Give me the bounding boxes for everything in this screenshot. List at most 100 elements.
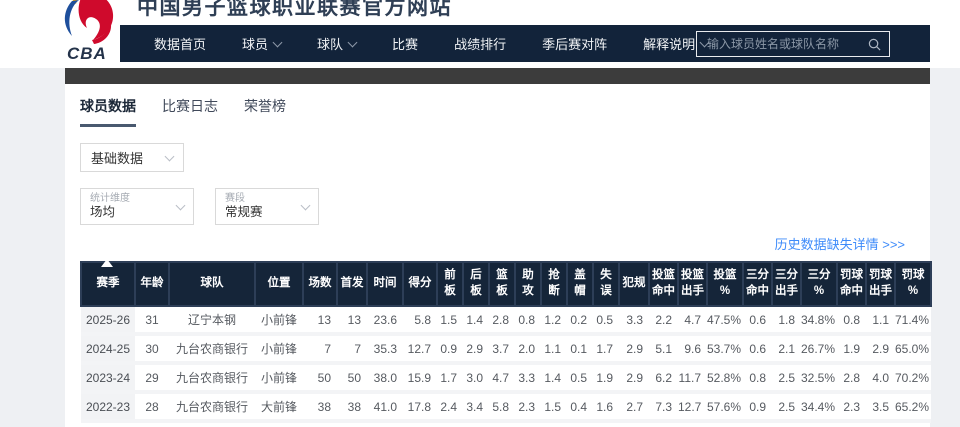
nav-item-glossary[interactable]: 解释说明: [643, 34, 710, 53]
table-cell: 0.5: [567, 363, 593, 394]
table-cell: 3.4: [463, 392, 489, 423]
table-cell: 2.9: [866, 334, 895, 365]
column-header: 年龄: [134, 261, 170, 307]
data-type-value: 基础数据: [91, 151, 144, 166]
table-cell: 辽宁本钢: [169, 306, 255, 336]
table-row: 2023-24 29 九台农商银行 小前锋 50 50 38.0 15.9 1.7 3.0 4.7 3…: [81, 363, 931, 394]
table-cell: 34.4%: [801, 392, 837, 423]
search-icon[interactable]: [868, 38, 881, 51]
table-cell: 小前锋: [255, 334, 303, 365]
column-header: 赛季: [80, 261, 136, 307]
column-header: 球队: [168, 261, 256, 307]
column-header: 失误: [592, 261, 620, 307]
table-cell: 2022-23: [81, 392, 135, 423]
column-header: 篮板: [488, 261, 516, 307]
table-row: 2024-25 30 九台农商银行 小前锋 7 7 35.3 12.7 0.9 2.9 3.7 2.0…: [81, 334, 931, 365]
table-cell: 5.1: [649, 334, 678, 365]
table-cell: 3.3: [619, 306, 649, 336]
table-cell: 2.0: [515, 334, 541, 365]
nav-item-label: 球队: [317, 37, 344, 52]
table-row: 2022-23 28 九台农商银行 大前锋 38 38 41.0 17.8 2.4 3.4 5.8 2…: [81, 392, 931, 423]
stage-value: 常规赛: [225, 205, 263, 219]
table-cell: 0.2: [567, 306, 593, 336]
stat-dimension-select[interactable]: 统计维度 场均: [80, 188, 194, 225]
nav-item-teams[interactable]: 球队: [317, 34, 358, 53]
table-cell: 1.4: [463, 306, 489, 336]
table-cell: 1.2: [541, 306, 567, 336]
nav-item-data-home[interactable]: 数据首页: [154, 34, 206, 53]
tab-game-log[interactable]: 比赛日志: [162, 98, 218, 114]
table-cell: 1.1: [541, 334, 567, 365]
table-cell: 30: [135, 334, 169, 365]
table-cell: 2.1: [772, 334, 801, 365]
nav-item-playoff-bracket[interactable]: 季后赛对阵: [542, 34, 607, 53]
history-missing-link[interactable]: 历史数据缺失详情 >>>: [774, 237, 905, 252]
table-cell: 0.6: [743, 306, 772, 336]
table-cell: 38: [303, 392, 337, 423]
column-header: 三分 命中: [742, 261, 773, 307]
table-cell: 九台农商银行: [169, 392, 255, 423]
nav-item-standings[interactable]: 战绩排行: [454, 34, 506, 53]
table-cell: 2.7: [619, 392, 649, 423]
table-cell: 2.9: [463, 334, 489, 365]
column-header: 投篮 命中: [648, 261, 679, 307]
tab-player-data[interactable]: 球员数据: [80, 96, 136, 127]
table-cell: 17.8: [403, 392, 437, 423]
table-row: 2025-26 31 辽宁本钢 小前锋 13 13 23.6 5.8 1.5 1.4 2.8 0.8 1…: [81, 306, 931, 336]
table-cell: 小前锋: [255, 306, 303, 336]
table-cell: 九台农商银行: [169, 363, 255, 394]
column-header: 三分 %: [800, 261, 838, 307]
table-cell: 0.8: [743, 363, 772, 394]
table-cell: 2.4: [437, 392, 463, 423]
stat-dimension-label: 统计维度: [90, 193, 130, 204]
table-cell: 35.3: [367, 334, 403, 365]
column-header: 盖帽: [566, 261, 594, 307]
header-pointer-icon: [101, 259, 113, 267]
table-cell: 5.8: [403, 306, 437, 336]
chevron-down-icon: [300, 200, 311, 210]
table-cell: 9.6: [678, 334, 707, 365]
table-cell: 1.9: [593, 363, 619, 394]
table-cell: 0.6: [743, 334, 772, 365]
table-cell: 7: [337, 334, 367, 365]
table-cell: 2.2: [649, 306, 678, 336]
table-cell: 26.7%: [801, 334, 837, 365]
table-cell: 4.0: [866, 363, 895, 394]
table-cell: 13: [303, 306, 337, 336]
search-box[interactable]: [696, 31, 890, 57]
column-header: 位置: [254, 261, 304, 307]
table-cell: 53.7%: [707, 334, 743, 365]
table-cell: 29: [135, 363, 169, 394]
tab-bar: 球员数据 比赛日志 荣誉榜: [80, 96, 286, 127]
table-cell: 1.7: [437, 363, 463, 394]
table-cell: 34.8%: [801, 306, 837, 336]
chevron-down-icon: [164, 151, 175, 161]
stats-table-wrap: 赛季 年龄 球队 位置 场数 首发 时间 得分 前板 后板 篮板 助攻 抢断 盖帽 失误 犯规 投篮 命中 投篮 …: [80, 259, 932, 423]
table-cell: 0.9: [743, 392, 772, 423]
table-cell: 3.3: [515, 363, 541, 394]
table-cell: 70.2%: [895, 363, 931, 394]
table-cell: 0.8: [837, 306, 866, 336]
nav-item-players[interactable]: 球员: [242, 34, 283, 53]
data-type-select[interactable]: 基础数据: [80, 143, 184, 172]
table-cell: 57.6%: [707, 392, 743, 423]
table-cell: 0.8: [515, 306, 541, 336]
column-header: 抢断: [540, 261, 568, 307]
table-cell: 5.8: [489, 392, 515, 423]
stage-select[interactable]: 赛段 常规赛: [215, 188, 319, 225]
table-cell: 大前锋: [255, 392, 303, 423]
tab-honors[interactable]: 荣誉榜: [244, 98, 286, 114]
nav-item-label: 比赛: [392, 37, 419, 52]
cba-logo-text: CBA: [67, 44, 107, 63]
table-cell: 0.5: [593, 306, 619, 336]
column-header: 后板: [462, 261, 490, 307]
nav-item-games[interactable]: 比赛: [392, 34, 418, 53]
table-cell: 31: [135, 306, 169, 336]
cba-logo[interactable]: CBA: [61, 0, 121, 66]
table-cell: 九台农商银行: [169, 334, 255, 365]
column-header: 罚球 命中: [836, 261, 867, 307]
column-header: 罚球 出手: [865, 261, 896, 307]
table-cell: 3.0: [463, 363, 489, 394]
search-input[interactable]: [705, 36, 868, 52]
table-cell: 2.9: [619, 334, 649, 365]
